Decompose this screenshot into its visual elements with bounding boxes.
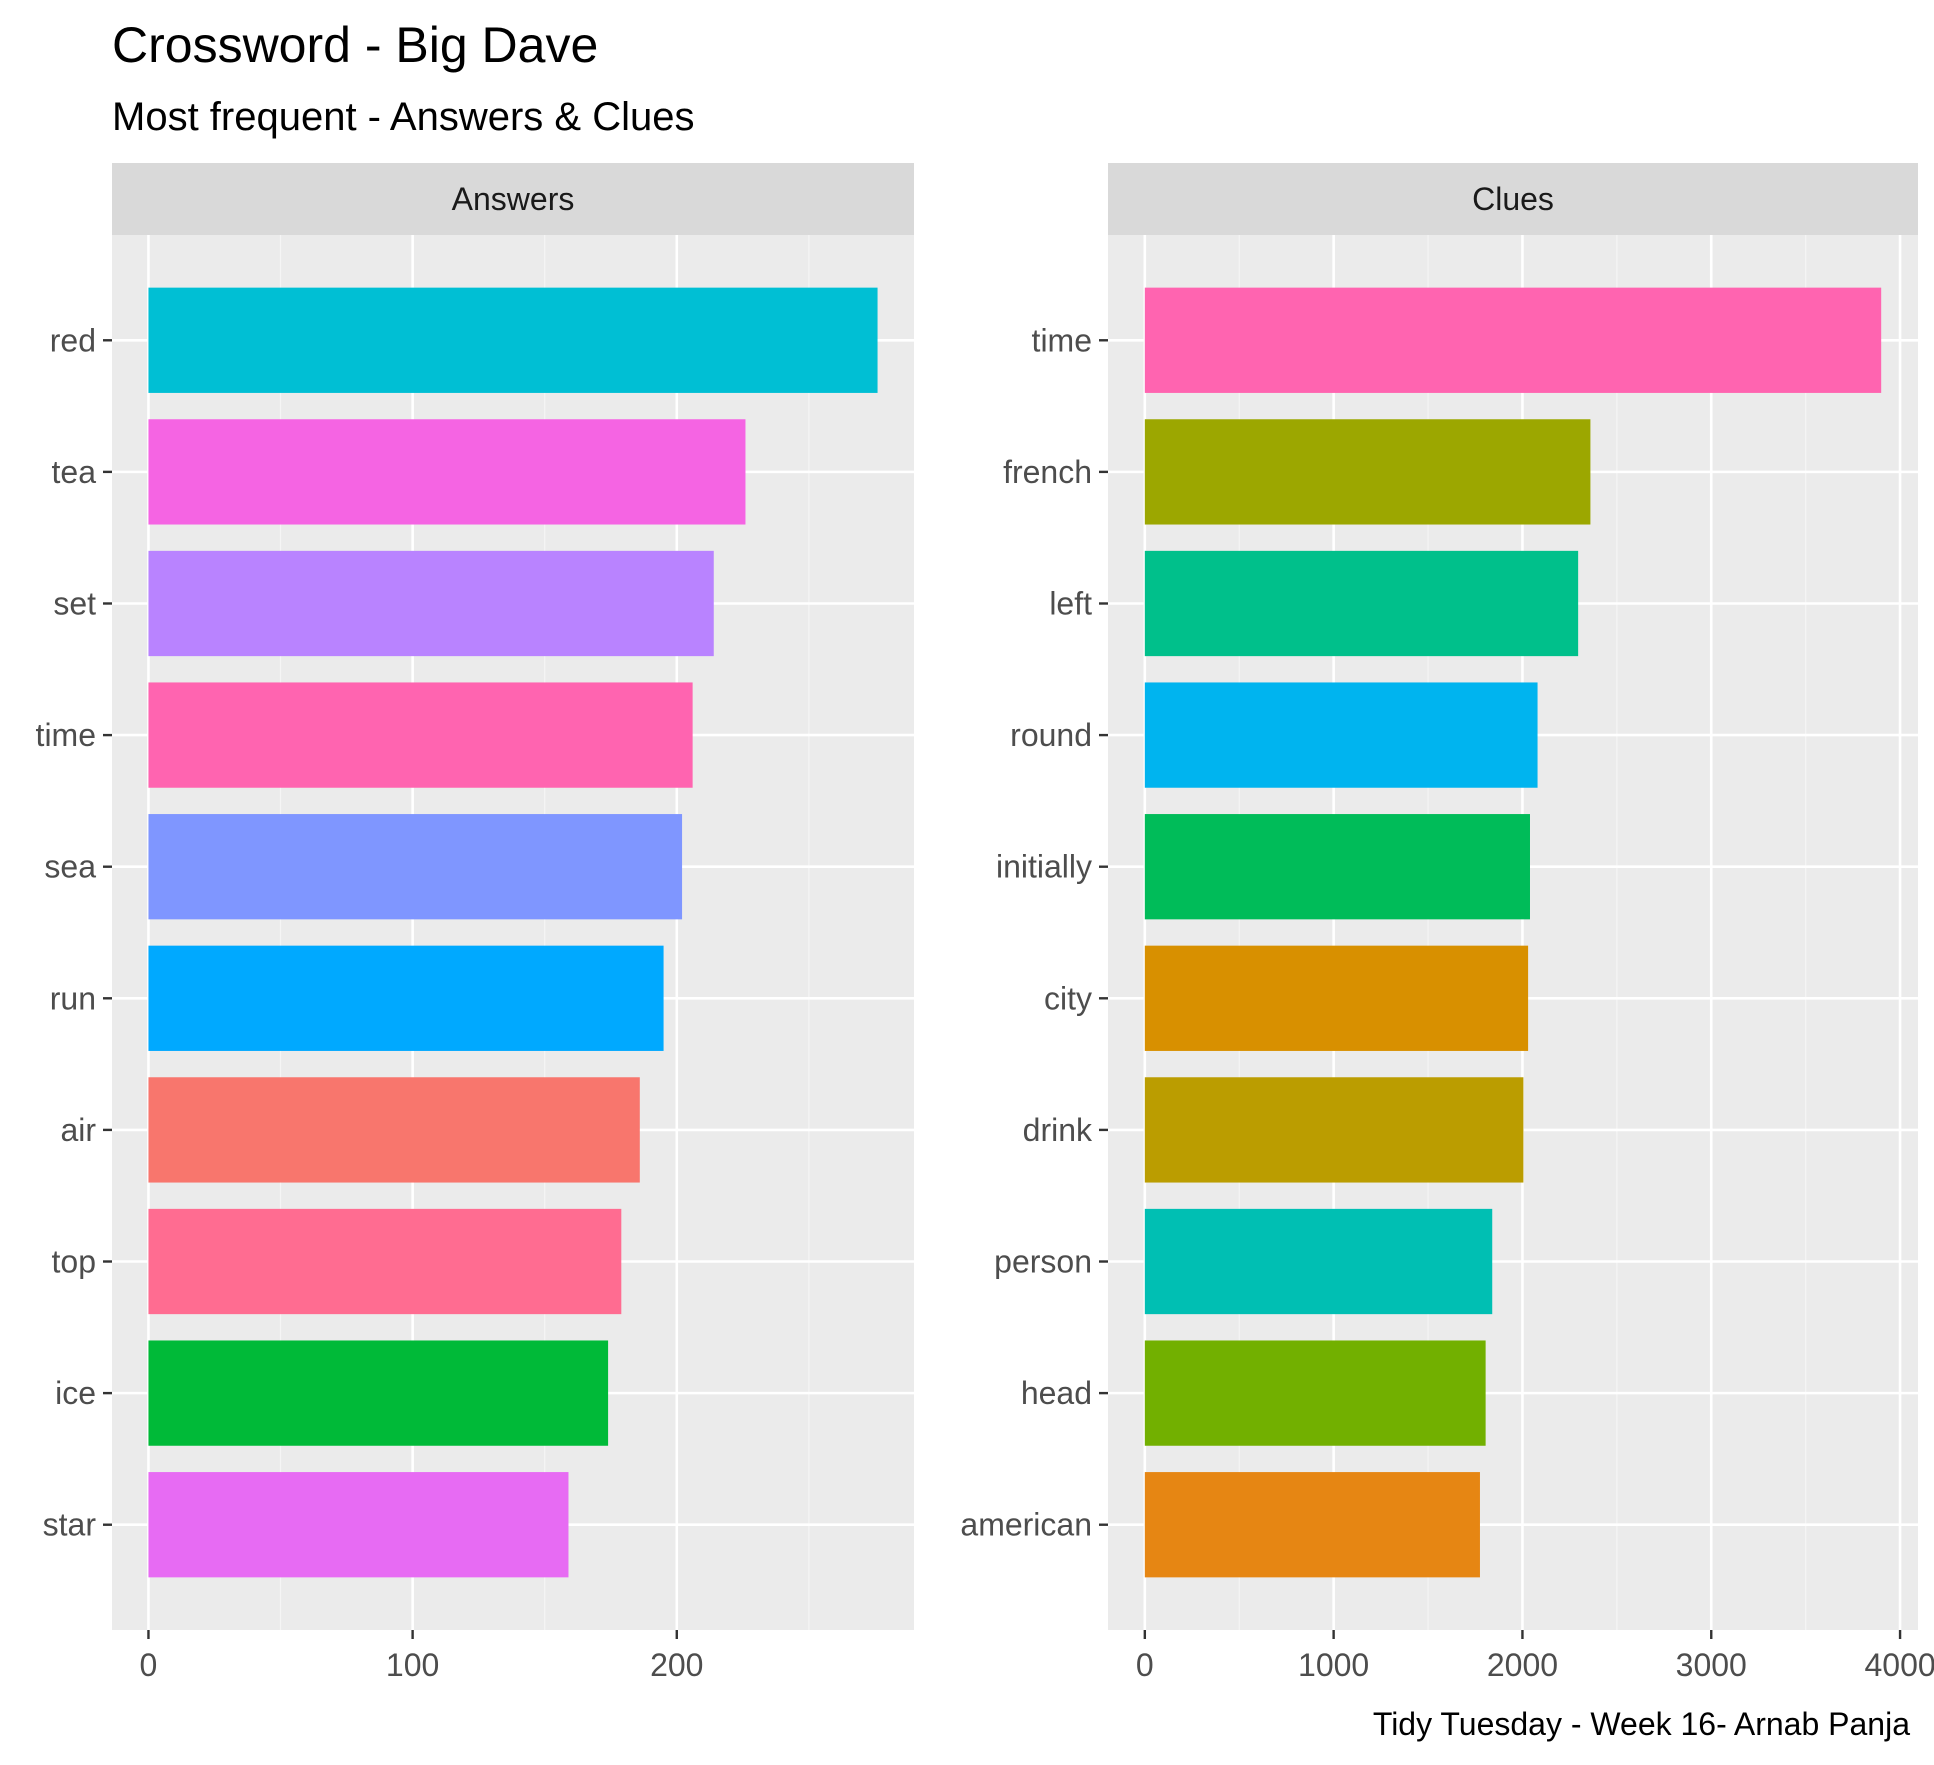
x-tick-label: 200 — [650, 1647, 703, 1683]
chart-title: Crossword - Big Dave — [112, 17, 598, 73]
x-tick-label: 0 — [1136, 1647, 1154, 1683]
x-tick-label: 3000 — [1676, 1647, 1747, 1683]
y-tick-label: initially — [996, 849, 1092, 885]
bar-initially — [1144, 814, 1530, 920]
bar-american — [1144, 1472, 1480, 1578]
bar-french — [1144, 419, 1591, 525]
bar-person — [1144, 1208, 1493, 1315]
x-tick-label: 0 — [140, 1647, 158, 1683]
y-tick-label: air — [60, 1112, 96, 1148]
panels: Answers red tea set time sea run air top ice star 0… — [36, 163, 1934, 1683]
bar-top — [148, 1208, 622, 1315]
bar-ice — [148, 1340, 609, 1446]
bar-round — [1144, 682, 1538, 788]
y-tick-label: head — [1021, 1375, 1092, 1411]
y-tick-label: run — [50, 980, 96, 1016]
facet-strip — [112, 163, 914, 235]
y-tick-label: time — [1032, 322, 1092, 358]
y-tick-label: red — [50, 322, 96, 358]
facet-strip-label: Answers — [452, 181, 575, 217]
panel-answers: Answers red tea set time sea run air top ice star 0… — [36, 163, 914, 1683]
y-tick-label: star — [43, 1507, 97, 1543]
y-tick-label: left — [1049, 585, 1092, 621]
x-tick-label: 2000 — [1487, 1647, 1558, 1683]
y-tick-label: french — [1003, 454, 1092, 490]
bar-drink — [1144, 1077, 1524, 1183]
x-tick-label: 4000 — [1864, 1647, 1934, 1683]
y-tick-label: drink — [1023, 1112, 1093, 1148]
y-tick-label: tea — [52, 454, 97, 490]
y-tick-label: american — [960, 1507, 1092, 1543]
y-tick-label: ice — [55, 1375, 96, 1411]
y-tick-label: time — [36, 717, 96, 753]
panel-clues: Clues time french left round initially city dri… — [960, 163, 1934, 1683]
x-tick-label: 100 — [386, 1647, 439, 1683]
bar-run — [148, 945, 664, 1051]
y-tick-label: city — [1044, 980, 1092, 1016]
facet-strip-label: Clues — [1472, 181, 1554, 217]
bar-city — [1144, 945, 1529, 1051]
x-tick-label: 1000 — [1298, 1647, 1369, 1683]
bar-sea — [148, 814, 683, 920]
chart-caption: Tidy Tuesday - Week 16- Arnab Panja — [1373, 1706, 1910, 1742]
bar-set — [148, 550, 714, 657]
bar-head — [1144, 1340, 1486, 1446]
y-tick-label: set — [53, 585, 96, 621]
facet-strip — [1108, 163, 1918, 235]
bar-red — [148, 287, 878, 393]
bar-star — [148, 1472, 569, 1578]
bar-time — [1144, 287, 1882, 393]
chart-subtitle: Most frequent - Answers & Clues — [112, 95, 694, 139]
y-tick-label: person — [994, 1244, 1092, 1280]
bar-left — [1144, 550, 1579, 657]
y-tick-label: round — [1010, 717, 1092, 753]
bar-time — [148, 682, 693, 788]
bar-tea — [148, 419, 746, 525]
y-tick-label: top — [52, 1244, 96, 1280]
y-tick-label: sea — [44, 849, 96, 885]
bar-air — [148, 1077, 640, 1183]
